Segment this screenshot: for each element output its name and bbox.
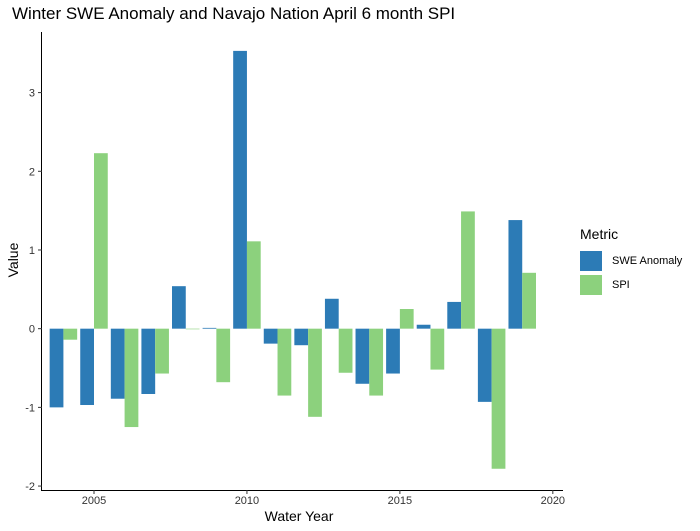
legend-label-spi: SPI <box>612 279 630 291</box>
x-axis-title: Water Year <box>265 508 334 524</box>
y-tick-label: 3 <box>29 88 35 100</box>
bar-spi-2013 <box>338 328 353 373</box>
bar-spi-2011 <box>277 328 292 396</box>
bar-swe-anomaly-2004 <box>49 328 64 408</box>
bar-swe-anomaly-2017 <box>447 301 462 329</box>
bar-swe-anomaly-2011 <box>263 328 278 344</box>
bar-swe-anomaly-2019 <box>508 220 523 329</box>
legend-title: Metric <box>580 226 619 242</box>
legend-item-swe-anomaly: SWE Anomaly <box>580 249 682 273</box>
y-tick-label: -1 <box>25 402 35 414</box>
bar-swe-anomaly-2015 <box>386 328 400 374</box>
bar-swe-anomaly-2012 <box>294 328 309 346</box>
bar-spi-2015 <box>399 309 414 329</box>
bar-spi-2007 <box>155 328 169 374</box>
legend-swatch-spi <box>580 275 602 295</box>
bar-swe-anomaly-2008 <box>172 286 186 329</box>
bar-spi-2019 <box>522 272 536 329</box>
y-tick-label: -2 <box>25 481 35 493</box>
legend-label-swe-anomaly: SWE Anomaly <box>612 255 683 267</box>
bar-spi-2016 <box>430 328 445 370</box>
bar-swe-anomaly-2018 <box>477 328 492 402</box>
y-ticks: -2 -1 0 1 2 3 <box>25 88 42 493</box>
x-tick-label: 2020 <box>541 495 565 507</box>
bar-spi-2018 <box>491 328 506 469</box>
bar-swe-anomaly-2005 <box>80 328 94 406</box>
y-tick-label: 2 <box>29 166 35 178</box>
bar-spi-2012 <box>308 328 322 417</box>
bar-spi-2010 <box>246 241 261 329</box>
bars-group <box>49 50 536 469</box>
legend: Metric SWE Anomaly SPI <box>580 226 682 297</box>
x-ticks: 2005 2010 2015 2020 <box>82 490 565 507</box>
bar-spi-2006 <box>124 328 139 428</box>
bar-swe-anomaly-2010 <box>233 50 247 329</box>
chart-title: Winter SWE Anomaly and Navajo Nation Apr… <box>12 4 456 23</box>
bar-swe-anomaly-2013 <box>324 298 339 329</box>
bar-swe-anomaly-2014 <box>355 328 370 384</box>
bar-spi-2008 <box>185 328 200 330</box>
bar-spi-2009 <box>216 328 231 383</box>
bar-swe-anomaly-2007 <box>141 328 156 394</box>
bar-swe-anomaly-2006 <box>110 328 125 399</box>
x-tick-label: 2015 <box>388 495 412 507</box>
bar-spi-2014 <box>369 328 384 396</box>
x-tick-label: 2010 <box>235 495 259 507</box>
y-axis-title: Value <box>5 242 21 277</box>
bar-swe-anomaly-2009 <box>202 327 217 329</box>
y-tick-label: 1 <box>29 245 35 257</box>
bar-spi-2004 <box>63 328 78 340</box>
legend-item-spi: SPI <box>580 273 682 297</box>
bar-swe-anomaly-2016 <box>416 324 431 329</box>
legend-swatch-swe-anomaly <box>580 251 602 271</box>
bar-spi-2005 <box>94 153 108 329</box>
y-tick-label: 0 <box>29 324 35 336</box>
bar-spi-2017 <box>461 211 475 329</box>
x-tick-label: 2005 <box>82 495 106 507</box>
